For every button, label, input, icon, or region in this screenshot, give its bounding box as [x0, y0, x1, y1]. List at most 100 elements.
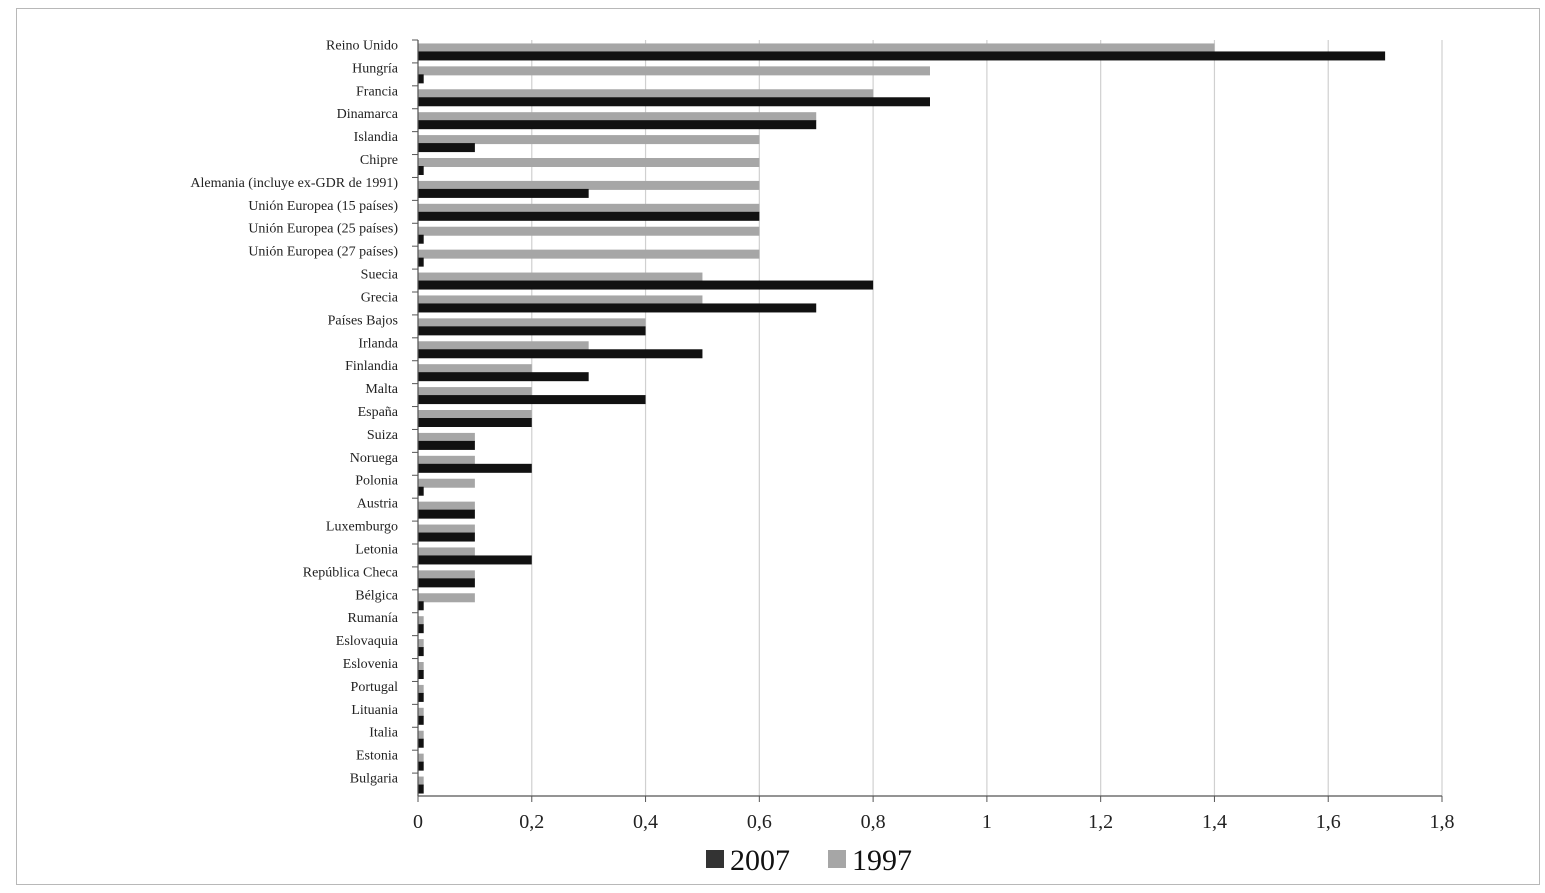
bar-2007 [418, 188, 589, 198]
x-axis: 0 0,2 0,4 0,6 0,8 1 1,2 1,4 1,6 1,8 [412, 39, 1455, 833]
bar-1997 [418, 776, 424, 786]
bar-2007 [418, 257, 424, 267]
category-label: Italia [369, 726, 399, 741]
bar-2007 [418, 509, 475, 519]
category-label: Chipre [360, 153, 398, 168]
bar-1997 [418, 730, 424, 740]
bar-2007 [418, 578, 475, 588]
category-label: Estonia [356, 749, 399, 764]
bar-1997 [418, 684, 424, 694]
category-label: Lituania [351, 703, 398, 718]
bar-2007 [418, 211, 760, 221]
bar-1997 [418, 593, 475, 603]
bar-2007 [418, 97, 930, 107]
bar-2007 [418, 326, 646, 336]
category-label: Luxemburgo [326, 520, 398, 535]
bar-2007 [418, 303, 817, 313]
bar-1997 [418, 249, 760, 259]
bar-2007 [418, 715, 424, 725]
bar-1997 [418, 753, 424, 763]
bar-1997 [418, 112, 817, 122]
x-tick-label: 0,4 [633, 811, 658, 833]
x-tick-label: 0 [413, 811, 423, 833]
x-tick-label: 0,6 [747, 811, 772, 833]
category-label: Eslovenia [343, 657, 399, 672]
bar-2007 [418, 349, 703, 359]
bar-1997 [418, 180, 760, 190]
bar-1997 [418, 432, 475, 442]
bar-2007 [418, 51, 1386, 61]
category-label: Malta [365, 382, 398, 397]
legend-label-2007: 2007 [730, 844, 790, 877]
category-label: Irlanda [358, 336, 398, 351]
bar-2007 [418, 555, 532, 565]
bar-1997 [418, 501, 475, 511]
category-label: Letonia [355, 542, 399, 557]
category-label: Noruega [350, 451, 399, 466]
bar-1997 [418, 89, 874, 99]
bar-1997 [418, 364, 532, 374]
bar-1997 [418, 410, 532, 419]
category-label: Islandia [354, 130, 399, 145]
bar-1997 [418, 662, 424, 671]
x-tick-label: 1,8 [1430, 811, 1455, 833]
bar-2007 [418, 692, 424, 702]
bar-1997 [418, 341, 589, 351]
category-label: República Checa [303, 565, 399, 580]
bar-2007 [418, 784, 424, 794]
category-label: Unión Europea (15 países) [248, 199, 398, 214]
legend-swatch-2007 [706, 850, 724, 868]
bar-2007 [418, 486, 424, 496]
bar-2007 [418, 647, 424, 657]
x-tick-label: 1,4 [1202, 811, 1227, 833]
bar-1997 [418, 135, 760, 145]
bar-1997 [418, 158, 760, 167]
category-label: Dinamarca [337, 107, 399, 122]
bar-2007 [418, 166, 424, 175]
legend-label-1997: 1997 [852, 844, 912, 877]
bar-2007 [418, 440, 475, 450]
category-label: Países Bajos [328, 313, 398, 328]
bar-2007 [418, 532, 475, 542]
category-label: Polonia [355, 474, 399, 489]
bar-1997 [418, 66, 930, 76]
category-label: Rumanía [347, 611, 398, 626]
x-tick-label: 1 [982, 811, 992, 833]
category-label: Eslovaquia [336, 634, 399, 649]
bar-1997 [418, 570, 475, 580]
category-labels: Reino Unido Hungría Francia Dinamarca Island… [190, 38, 398, 786]
x-tick-label: 0,2 [519, 811, 544, 833]
bar-1997 [418, 639, 424, 649]
category-label: Unión Europea (25 países) [248, 222, 398, 237]
bar-1997 [418, 547, 475, 557]
category-label: Alemania (incluye ex-GDR de 1991) [190, 176, 398, 191]
category-label: Reino Unido [326, 38, 398, 53]
bar-2007 [418, 74, 424, 84]
chart-frame [16, 8, 1540, 885]
bar-1997 [418, 203, 760, 213]
category-label: Grecia [361, 290, 399, 305]
x-tick-label: 1,6 [1316, 811, 1341, 833]
legend-swatch-1997 [828, 850, 846, 868]
bar-2007 [418, 601, 424, 611]
category-label: Bélgica [355, 588, 399, 603]
bar-2007 [418, 372, 589, 382]
bar-1997 [418, 524, 475, 534]
category-label: Suiza [367, 428, 399, 443]
bar-2007 [418, 738, 424, 748]
bar-2007 [418, 280, 874, 290]
bar-2007 [418, 120, 817, 130]
bar-1997 [418, 455, 475, 465]
bar-1997 [418, 707, 424, 717]
bar-2007 [418, 143, 475, 153]
bar-2007 [418, 418, 532, 427]
bar-1997 [418, 272, 703, 282]
category-label: Portugal [351, 680, 399, 695]
x-tick-label: 0,8 [861, 811, 886, 833]
bar-1997 [418, 478, 475, 488]
bar-1997 [418, 226, 760, 236]
category-label: Hungría [352, 61, 399, 76]
bar-2007 [418, 395, 646, 405]
bar-1997 [418, 387, 532, 397]
